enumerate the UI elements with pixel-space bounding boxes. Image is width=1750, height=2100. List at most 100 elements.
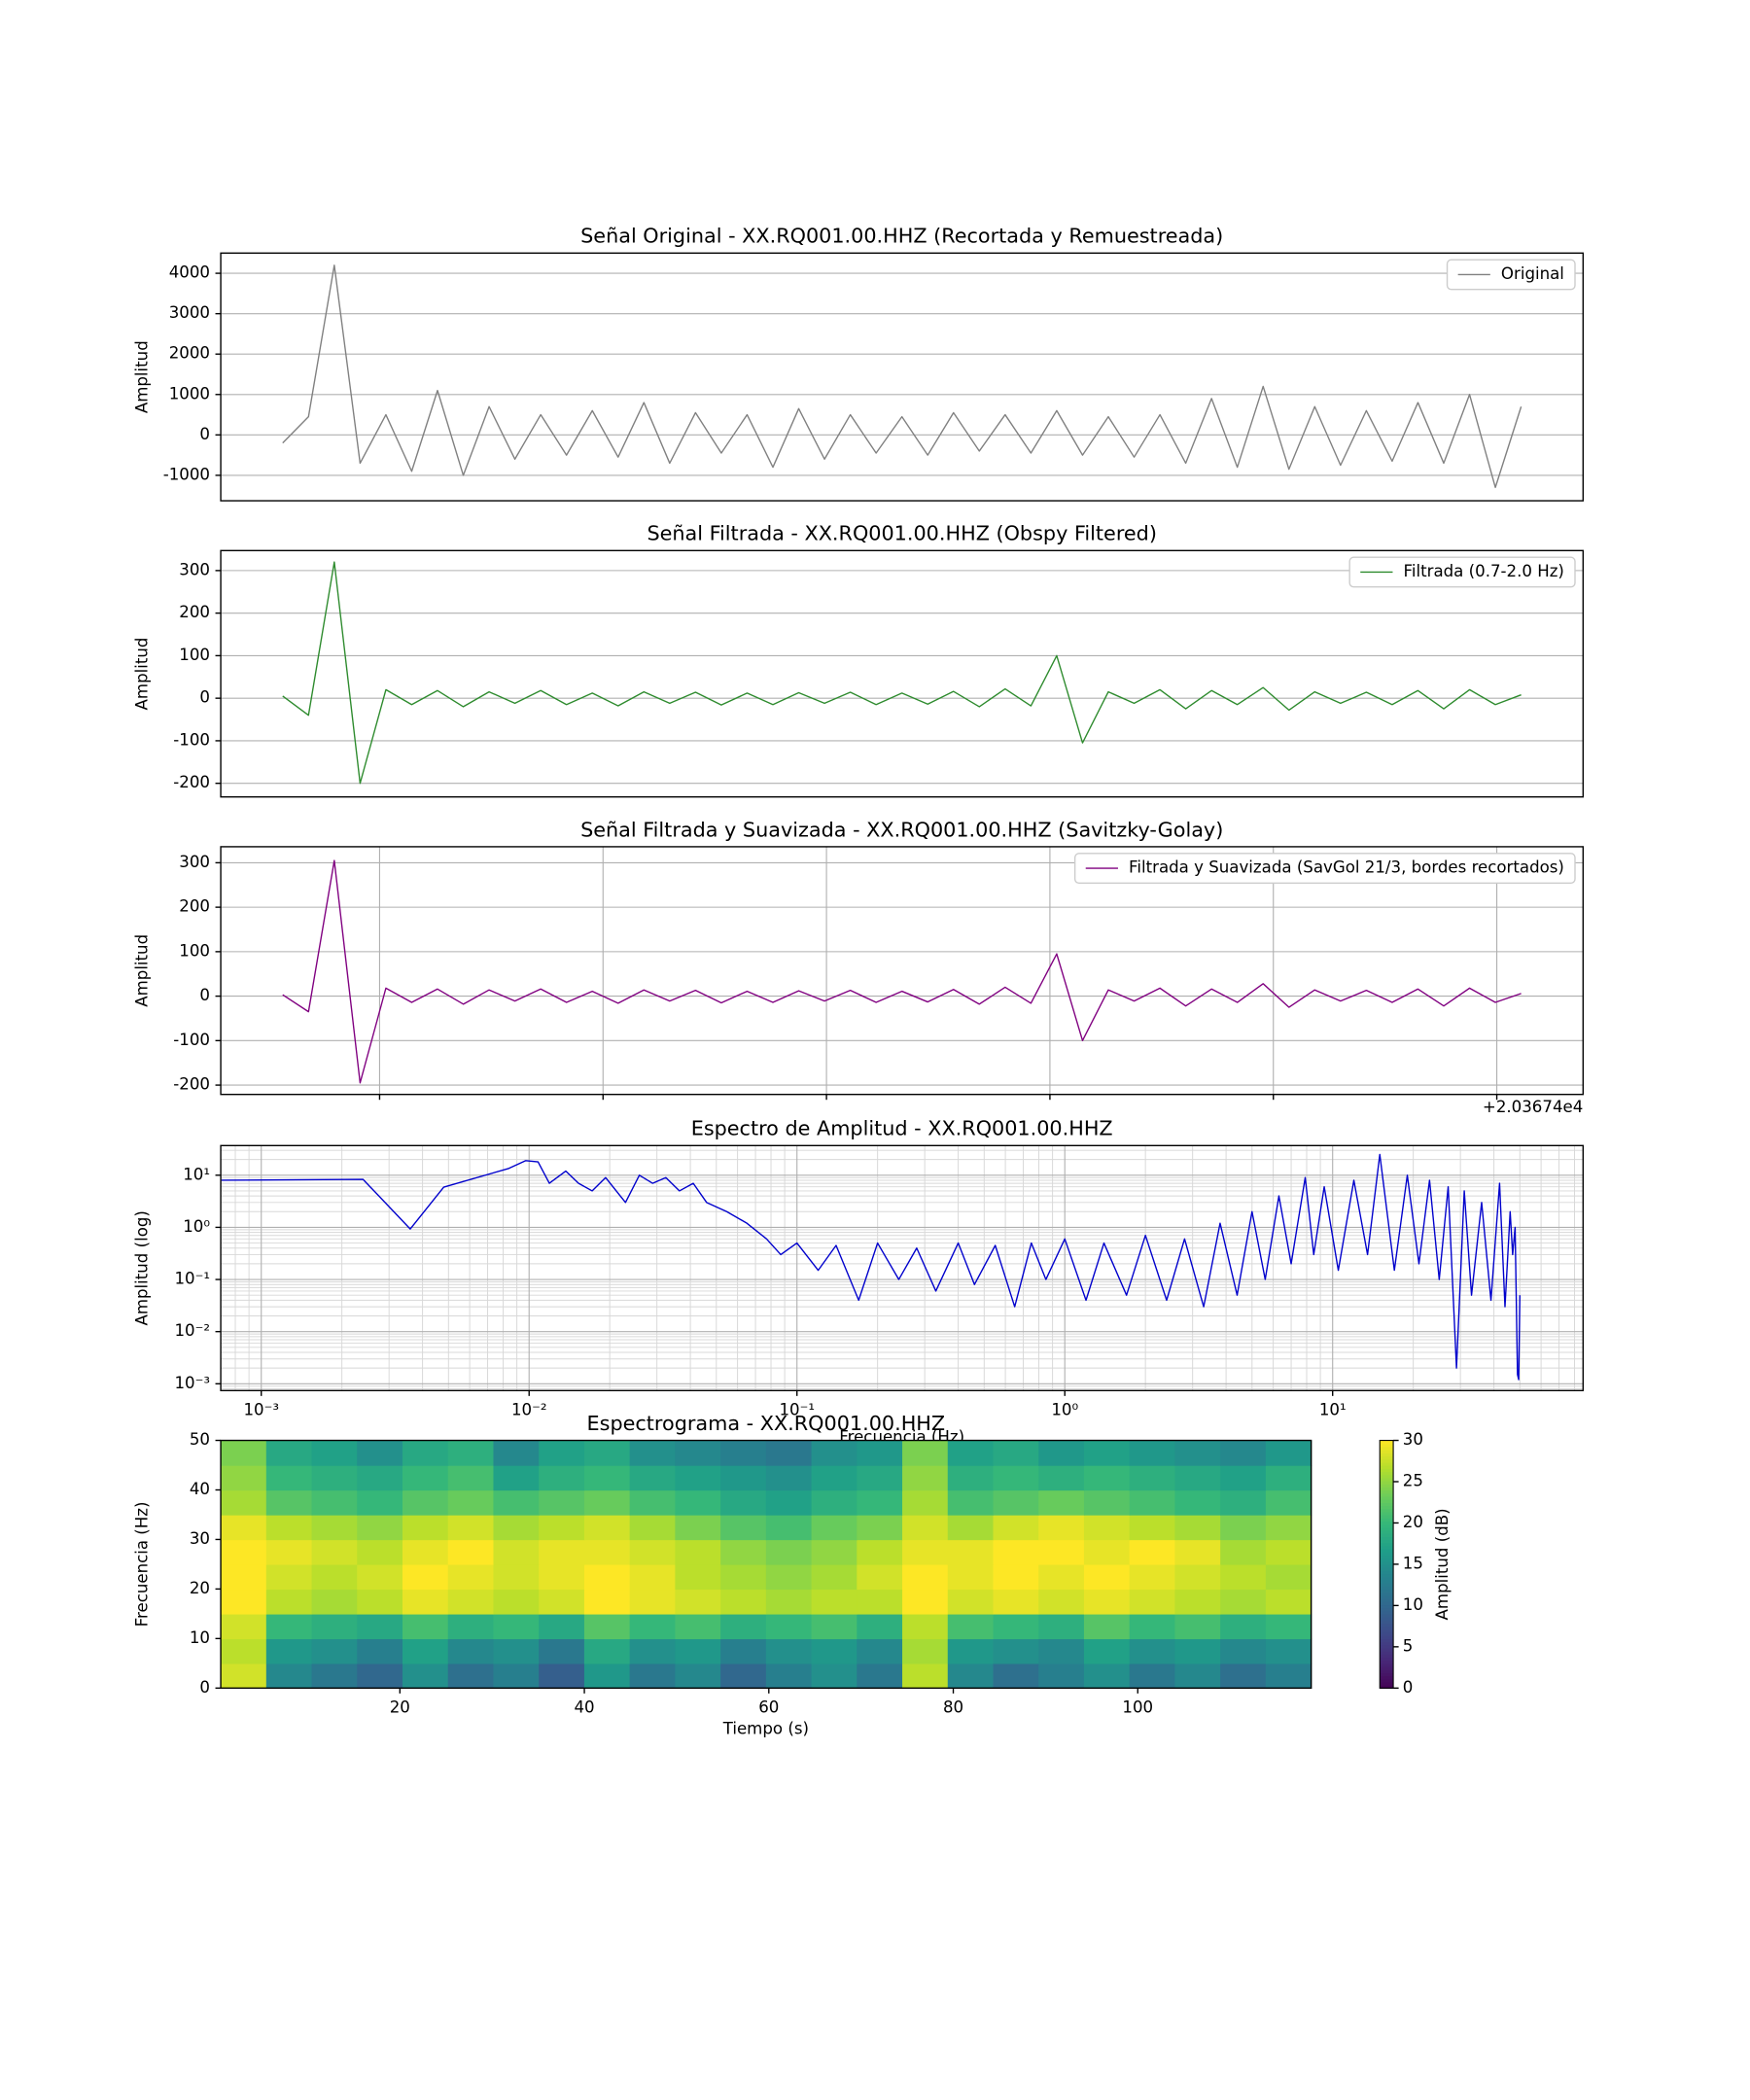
y-tick-label: 10⁻¹ <box>174 1270 210 1288</box>
heatmap-cell <box>265 1613 313 1640</box>
y-tick-label: 300 <box>179 853 210 871</box>
chart-title: Señal Filtrada y Suavizada - XX.RQ001.00… <box>580 818 1223 841</box>
heatmap-cell <box>857 1563 903 1591</box>
heatmap-cell <box>1265 1465 1312 1491</box>
colorbar-step <box>1380 1446 1394 1451</box>
heatmap-cell <box>765 1662 813 1689</box>
heatmap-cell <box>720 1489 767 1516</box>
y-tick-label: 100 <box>179 941 210 960</box>
heatmap-cell <box>993 1514 1039 1541</box>
heatmap-cell <box>447 1465 495 1491</box>
heatmap-cell <box>675 1514 721 1541</box>
colorbar-step <box>1380 1549 1394 1553</box>
heatmap-cell <box>539 1589 585 1615</box>
heatmap-cell <box>857 1662 903 1689</box>
colorbar-step <box>1380 1529 1394 1534</box>
heatmap-cell <box>1220 1465 1267 1491</box>
heatmap-cell <box>1265 1613 1312 1640</box>
heatmap-cell <box>993 1539 1039 1565</box>
heatmap-cell <box>265 1563 313 1591</box>
heatmap-cell <box>765 1514 813 1541</box>
y-tick-label: 200 <box>179 603 210 621</box>
heatmap-cell <box>311 1589 358 1615</box>
heatmap-cell <box>902 1539 949 1565</box>
series-line <box>282 859 1522 1084</box>
heatmap-cell <box>447 1489 495 1516</box>
heatmap-cell <box>221 1539 267 1565</box>
colorbar-step <box>1380 1644 1394 1649</box>
heatmap-cell <box>1083 1440 1131 1466</box>
colorbar-step <box>1380 1586 1394 1591</box>
colorbar-step <box>1380 1601 1394 1606</box>
heatmap-cell <box>1220 1638 1267 1664</box>
heatmap-cell <box>1265 1539 1312 1565</box>
heatmap-cell <box>311 1440 358 1466</box>
heatmap-cell <box>402 1613 449 1640</box>
heatmap-cell <box>1174 1563 1221 1591</box>
colorbar-step <box>1380 1471 1394 1476</box>
colorbar-step <box>1380 1502 1394 1507</box>
heatmap-cell <box>1083 1563 1131 1591</box>
heatmap-cell <box>493 1662 540 1689</box>
heatmap-cell <box>675 1440 721 1466</box>
y-tick-label: 30 <box>190 1529 210 1548</box>
heatmap-cell <box>1083 1589 1131 1615</box>
heatmap-cell <box>539 1539 585 1565</box>
heatmap-cell <box>947 1514 995 1541</box>
heatmap-cell <box>221 1638 267 1664</box>
colorbar-step <box>1380 1458 1394 1463</box>
colorbar-step <box>1380 1526 1394 1531</box>
colorbar-tick-label: 15 <box>1403 1554 1423 1572</box>
heatmap-cell <box>720 1539 767 1565</box>
colorbar-step <box>1380 1518 1394 1522</box>
y-tick-label: 20 <box>190 1579 210 1597</box>
y-axis-label: Amplitud <box>132 340 151 413</box>
heatmap-cell <box>265 1465 313 1491</box>
heatmap-cell <box>583 1613 631 1640</box>
heatmap-cell <box>493 1638 540 1664</box>
colorbar-step <box>1380 1626 1394 1630</box>
colorbar-tick-label: 25 <box>1403 1472 1423 1490</box>
colorbar-step <box>1380 1440 1394 1445</box>
y-axis-label: Amplitud <box>132 934 151 1007</box>
y-tick-label: 50 <box>190 1430 210 1449</box>
colorbar-step <box>1380 1660 1394 1664</box>
colorbar-step <box>1380 1539 1394 1544</box>
heatmap-cell <box>765 1563 813 1591</box>
colorbar-step <box>1380 1477 1394 1482</box>
heatmap-cell <box>539 1638 585 1664</box>
heatmap-cell <box>1220 1589 1267 1615</box>
heatmap-cell <box>993 1440 1039 1466</box>
colorbar-step <box>1380 1480 1394 1485</box>
heatmap-cell <box>1265 1440 1312 1466</box>
heatmap-cell <box>493 1489 540 1516</box>
colorbar-step <box>1380 1613 1394 1618</box>
heatmap-cell <box>675 1589 721 1615</box>
heatmap-cell <box>1083 1539 1131 1565</box>
heatmap-cell <box>1174 1589 1221 1615</box>
x-tick-label: 10¹ <box>1319 1401 1347 1419</box>
heatmap-cell <box>539 1514 585 1541</box>
heatmap-cell <box>857 1440 903 1466</box>
heatmap-cell <box>675 1563 721 1591</box>
heatmap-cell <box>629 1489 677 1516</box>
heatmap-cell <box>720 1638 767 1664</box>
colorbar-step <box>1380 1489 1394 1494</box>
heatmap-cell <box>265 1589 313 1615</box>
y-tick-label: -1000 <box>163 465 210 483</box>
colorbar-step <box>1380 1641 1394 1646</box>
colorbar-step <box>1380 1474 1394 1479</box>
x-tick-label: 80 <box>943 1698 963 1717</box>
heatmap-cell <box>993 1662 1039 1689</box>
colorbar-step <box>1380 1666 1394 1670</box>
y-tick-label: 2000 <box>169 344 210 363</box>
heatmap-cell <box>311 1662 358 1689</box>
heatmap-cell <box>1220 1514 1267 1541</box>
heatmap-cell <box>902 1514 949 1541</box>
heatmap-cell <box>265 1440 313 1466</box>
heatmap-cell <box>493 1563 540 1591</box>
heatmap-cell <box>811 1514 858 1541</box>
heatmap-cell <box>902 1662 949 1689</box>
heatmap-cell <box>1083 1465 1131 1491</box>
